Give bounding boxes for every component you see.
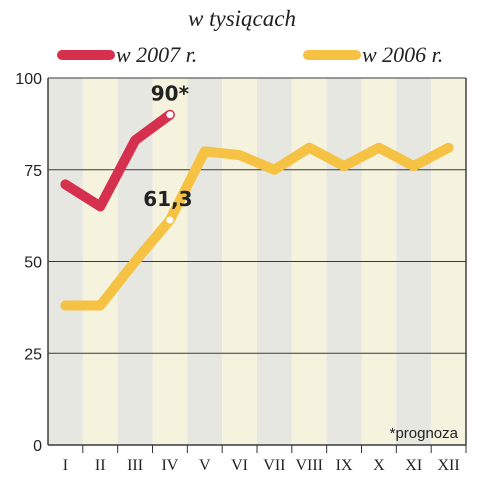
- x-tick-label: VIII: [295, 457, 323, 474]
- y-tick-label: 50: [24, 255, 42, 272]
- x-tick-label: VII: [263, 457, 285, 474]
- x-tick-label: IV: [161, 457, 178, 474]
- series-line-1: [60, 142, 454, 311]
- x-tick-label: I: [63, 457, 68, 474]
- x-tick-label: II: [95, 457, 106, 474]
- x-tick-label: III: [127, 457, 143, 474]
- footnote: *prognoza: [390, 425, 459, 442]
- point-marker-1: [166, 216, 174, 224]
- y-tick-label: 25: [24, 346, 42, 363]
- x-tick-label: XI: [405, 457, 422, 474]
- legend-label-2007: w 2007 r.: [116, 42, 197, 67]
- y-tick-label: 100: [15, 71, 42, 88]
- x-tick-label: V: [199, 457, 211, 474]
- x-tick-label: VI: [231, 457, 248, 474]
- point-marker-0: [166, 111, 174, 119]
- x-tick-label: IX: [336, 457, 353, 474]
- y-tick-label: 0: [33, 438, 42, 455]
- legend-label-2006: w 2006 r.: [362, 42, 443, 67]
- legend: w 2007 r. w 2006 r.: [57, 42, 443, 67]
- x-tick-label: XII: [437, 457, 459, 474]
- series-line-0: [60, 109, 175, 212]
- data-label-1: 61,3: [143, 187, 192, 211]
- x-tick-label: X: [373, 457, 385, 474]
- chart-title: w tysiącach: [188, 6, 296, 31]
- data-label-0: 90*: [151, 82, 190, 106]
- y-tick-label: 75: [24, 163, 42, 180]
